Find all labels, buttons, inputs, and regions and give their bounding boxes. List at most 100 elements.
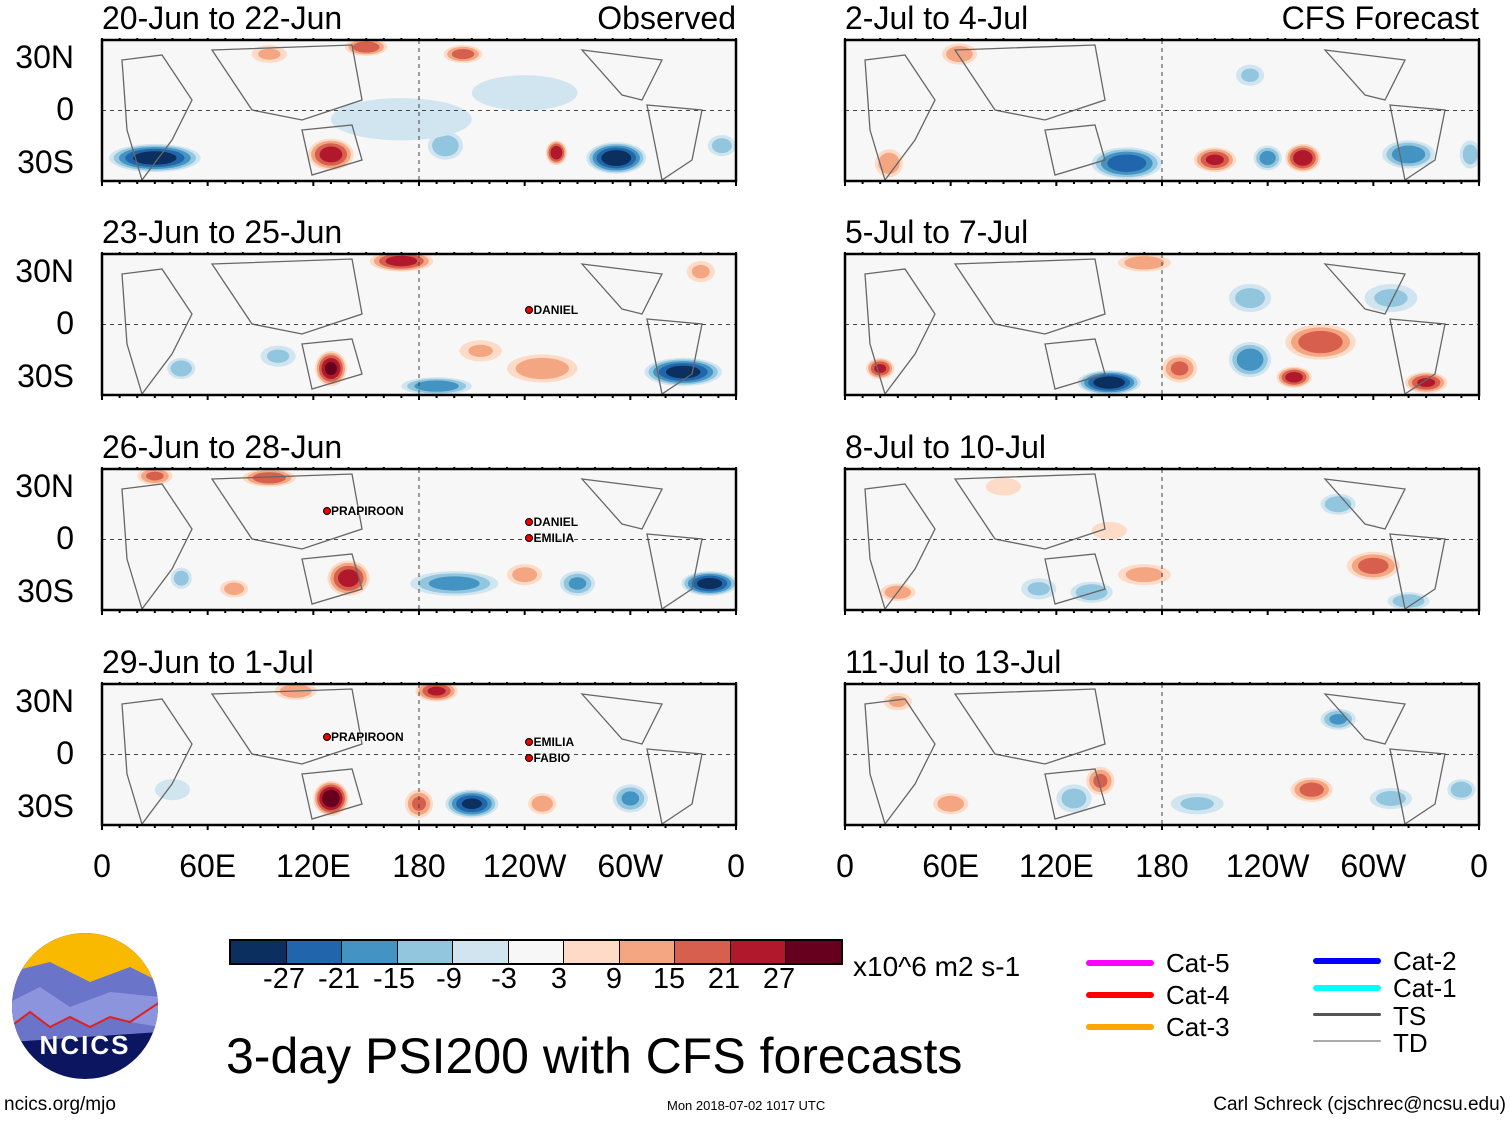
colorbar-swatch: [675, 941, 731, 963]
legend-line-cat-5: [1086, 960, 1154, 966]
anomaly-contour: [428, 576, 480, 591]
colorbar: [229, 939, 843, 965]
coastline: [580, 693, 663, 745]
psi200-map: [100, 252, 738, 400]
panel-title: 11-Jul to 13-Jul: [845, 644, 1062, 680]
anomaly-contour: [1450, 781, 1473, 798]
colorbar-label: 15: [652, 963, 686, 995]
legend-label: TS: [1393, 1001, 1427, 1031]
anomaly-contour: [1235, 288, 1265, 308]
anomaly-contour: [146, 471, 164, 481]
coastline: [580, 478, 663, 530]
colorbar-swatch: [786, 941, 841, 963]
anomaly-contour: [258, 48, 281, 60]
footer-author: Carl Schreck (cjschrec@ncsu.edu): [1213, 1094, 1506, 1115]
storm-track-icon: [322, 507, 331, 516]
colorbar-swatch: [397, 941, 453, 963]
legend-label: Cat-2: [1393, 946, 1457, 976]
coastline: [953, 44, 1106, 121]
lon-label: 0: [93, 848, 111, 884]
ncics-logo: NCICS: [12, 933, 158, 1079]
colorbar-label: 27: [762, 963, 796, 995]
anomaly-contour: [696, 577, 723, 589]
anomaly-contour: [711, 138, 732, 154]
coastline: [1389, 533, 1446, 610]
coastline: [1389, 104, 1446, 181]
colorbar-swatch: [619, 941, 675, 963]
legend-label: Cat-4: [1166, 980, 1230, 1010]
legend-label: Cat-3: [1166, 1012, 1230, 1042]
panel-title: 5-Jul to 7-Jul: [845, 214, 1029, 250]
psi200-map: [843, 682, 1481, 830]
lon-label: 180: [1135, 848, 1189, 884]
anomaly-contour: [531, 795, 553, 812]
anomaly-contour: [468, 344, 493, 357]
anomaly-contour: [1329, 713, 1347, 725]
colorbar-label: 21: [707, 963, 741, 995]
anomaly-contour: [352, 41, 380, 53]
anomaly-contour: [1107, 154, 1147, 173]
coastline: [1044, 553, 1106, 605]
storm-label: PRAPIROON: [330, 729, 404, 744]
anomaly-contour: [601, 150, 632, 166]
anomaly-contour: [1358, 557, 1389, 574]
lon-label: 0: [836, 848, 854, 884]
storm-label: EMILIA: [533, 735, 575, 750]
coastline: [1389, 748, 1446, 825]
coastline: [1044, 768, 1106, 820]
anomaly-contour: [324, 361, 337, 376]
anomaly-contour: [1061, 788, 1087, 809]
colorbar-units: x10^6 m2 s-1: [853, 951, 1021, 982]
anomaly-contour: [1462, 144, 1478, 165]
anomaly-contour: [1375, 790, 1406, 806]
lon-label: 60W: [597, 848, 664, 884]
panel-title: 29-Jun to 1-Jul: [102, 644, 314, 680]
coastline: [301, 553, 363, 605]
lon-label: 120E: [275, 848, 351, 884]
anomaly-contour: [568, 577, 587, 590]
lon-label: 180: [392, 848, 446, 884]
lat-label: 30N: [15, 252, 74, 289]
lat-label: 30N: [15, 682, 74, 719]
anomaly-contour: [1125, 567, 1164, 583]
colorbar-label: -27: [263, 963, 305, 995]
lat-label: 30N: [15, 38, 74, 75]
coastline: [580, 263, 663, 315]
footer-url[interactable]: ncics.org/mjo: [4, 1094, 116, 1115]
anomaly-contour: [888, 696, 907, 708]
anomaly-contour: [414, 380, 459, 392]
lat-label: 30N: [15, 467, 74, 504]
storm-label: DANIEL: [533, 514, 579, 529]
coastline: [301, 124, 363, 176]
anomaly-contour: [621, 791, 640, 806]
coastline: [210, 44, 363, 121]
anomaly-contour: [411, 796, 427, 811]
legend-line-cat-4: [1086, 992, 1154, 998]
coastline: [1323, 693, 1406, 745]
cfs-forecast-label: CFS Forecast: [1281, 0, 1479, 36]
anomaly-contour: [550, 145, 563, 160]
anomaly-contour: [1241, 68, 1259, 82]
coastline: [864, 268, 936, 395]
coastline: [121, 54, 193, 181]
anomaly-contour: [1091, 521, 1127, 540]
main-title: 3-day PSI200 with CFS forecasts: [226, 1028, 963, 1084]
anomaly-contour: [1259, 150, 1276, 166]
legend-line-td: [1313, 1040, 1381, 1042]
footer-timestamp: Mon 2018-07-02 1017 UTC: [667, 1098, 826, 1113]
anomaly-contour: [1205, 154, 1224, 166]
anomaly-contour: [1236, 348, 1264, 371]
anomaly-contour: [319, 146, 343, 163]
anomaly-contour: [266, 349, 290, 363]
anomaly-contour: [1093, 376, 1126, 389]
storm-label: EMILIA: [533, 530, 575, 545]
coastline: [864, 698, 936, 825]
storm-track-icon: [525, 753, 534, 762]
coastline: [1323, 263, 1406, 315]
colorbar-label: -15: [373, 963, 415, 995]
lon-label: 60E: [179, 848, 237, 884]
anomaly-contour: [322, 789, 340, 808]
anomaly-contour: [385, 255, 418, 267]
psi200-map: [843, 252, 1481, 400]
anomaly-contour: [1293, 150, 1313, 166]
